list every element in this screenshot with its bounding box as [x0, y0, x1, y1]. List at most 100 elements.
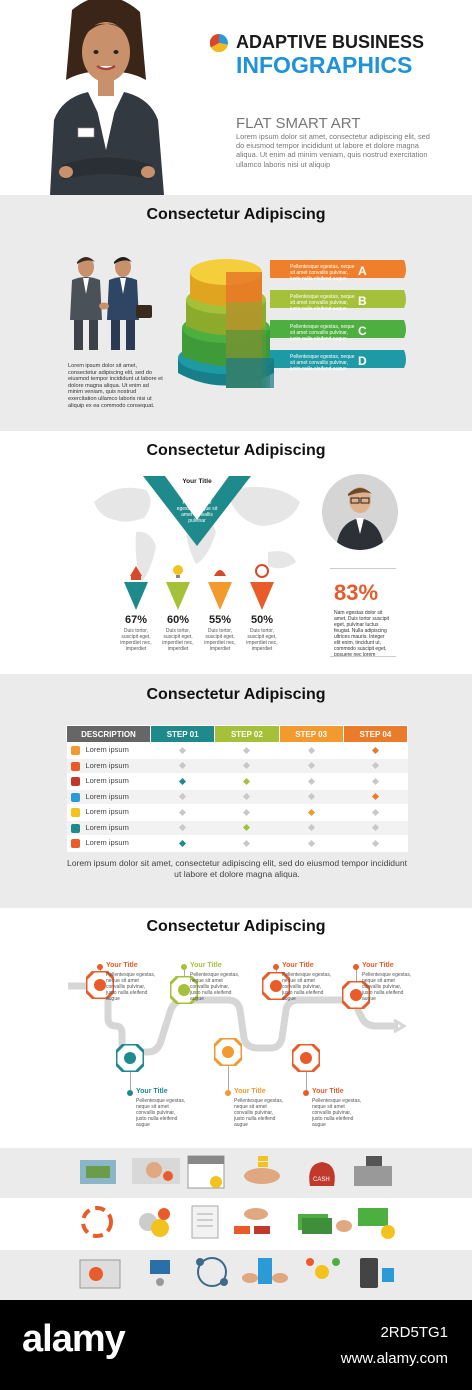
- timeline-node-text: Pellentesque egestas, neque sit amet con…: [312, 1098, 362, 1128]
- stat-2-text: Duis tortor, suscipit eget, imperdiet ne…: [162, 628, 194, 652]
- step-marker: [307, 762, 315, 770]
- gear-network-icon: [196, 1257, 228, 1287]
- stat-1-pct: 67%: [124, 614, 148, 626]
- step-cell: [279, 773, 344, 790]
- divider-bottom: [330, 656, 396, 657]
- footer-url[interactable]: www.alamy.com: [340, 1350, 448, 1367]
- section3-title: Consectetur Adipiscing: [146, 686, 326, 703]
- footer-image-id: 2RD5TG1: [380, 1324, 448, 1341]
- step-cell: [343, 835, 408, 852]
- stat-2-pct: 60%: [166, 614, 190, 626]
- step-marker: [179, 793, 187, 801]
- step-marker: [179, 808, 187, 816]
- stat-4-text: Duis tortor, suscipit eget, imperdiet ne…: [246, 628, 278, 652]
- timeline-connector: [305, 1072, 307, 1094]
- steps-table: DESCRIPTION STEP 01 STEP 02 STEP 03 STEP…: [66, 725, 409, 852]
- row-label: Lorem ipsum: [85, 838, 129, 848]
- step-marker: [307, 824, 315, 832]
- table-row: Lorem ipsum: [66, 789, 408, 805]
- timeline-dot: [225, 1090, 231, 1096]
- band-C-text: Pellentesque egestas, neque sit amet con…: [290, 324, 355, 342]
- timeline-connector: [183, 968, 185, 976]
- cash-bag-icon: CASH: [309, 1162, 335, 1186]
- stat-3-text: Duis tortor, suscipit eget, imperdiet ne…: [204, 628, 236, 652]
- step-cell: [343, 773, 408, 790]
- row-icon: [70, 777, 80, 786]
- row-description-cell: Lorem ipsum: [66, 789, 151, 805]
- step-marker: [307, 793, 315, 801]
- band-A-letter: A: [358, 264, 367, 278]
- band-C-letter: C: [358, 324, 367, 338]
- timeline-connector: [227, 1066, 229, 1094]
- funnel-title: Your Title: [182, 478, 212, 485]
- row-description-cell: Lorem ipsum: [66, 820, 151, 836]
- timeline-node-title: Your Title: [282, 962, 314, 969]
- timeline-node-title: Your Title: [190, 962, 222, 969]
- businesswoman-illustration: [50, 0, 164, 195]
- row-label: Lorem ipsum: [85, 807, 129, 817]
- section1-title: Consectetur Adipiscing: [146, 206, 326, 223]
- businessmen-illustration: [70, 257, 152, 350]
- table-row: Lorem ipsum: [66, 742, 408, 759]
- row-label: Lorem ipsum: [85, 791, 129, 801]
- step-marker: [307, 808, 315, 816]
- timeline-node: [168, 974, 200, 1006]
- step-marker: [243, 793, 251, 801]
- presentation-board-icon: [79, 1259, 121, 1289]
- clock-icon: [84, 969, 116, 1001]
- col-step-02: STEP 02: [214, 725, 280, 743]
- timeline-dot: [303, 1090, 309, 1096]
- row-description-cell: Lorem ipsum: [66, 773, 151, 790]
- step-marker: [371, 824, 379, 832]
- section2-title: Consectetur Adipiscing: [146, 442, 326, 459]
- coin-hand-icon: [244, 1156, 280, 1184]
- timeline-node-text: Pellentesque egestas, neque sit amet con…: [282, 972, 332, 1002]
- row-icon: [70, 823, 80, 833]
- row-icon: [70, 808, 80, 817]
- step-cell: [279, 820, 344, 836]
- timeline-node: [84, 969, 116, 1001]
- row-description-cell: Lorem ipsum: [66, 835, 151, 852]
- header-body: Lorem ipsum dolor sit amet, consectetur …: [236, 132, 430, 169]
- step-cell: [150, 773, 215, 790]
- timeline-connector: [129, 1072, 131, 1094]
- band-A-text: Pellentesque egestas, neque sit amet con…: [290, 264, 355, 282]
- icon-strip: CASH: [79, 1155, 395, 1289]
- timeline-node-title: Your Title: [136, 1088, 168, 1095]
- row-description-cell: Lorem ipsum: [66, 804, 151, 821]
- band-D-letter: D: [358, 354, 367, 368]
- calendar-icon: [187, 1155, 225, 1189]
- row-description-cell: Lorem ipsum: [66, 758, 151, 774]
- header-title-line2: INFOGRAPHICS: [236, 52, 413, 78]
- footer-brand: alamy: [22, 1318, 126, 1360]
- step-cell: [150, 742, 215, 759]
- band-B-text: Pellentesque egestas, neque sit amet con…: [290, 294, 355, 312]
- col-step-01: STEP 01: [149, 725, 216, 743]
- banknote-coins-icon: [358, 1208, 395, 1239]
- step-cell: [214, 742, 279, 759]
- divider-top: [330, 568, 396, 569]
- layered-cylinder-chart: [178, 259, 406, 388]
- step-cell: [279, 835, 344, 852]
- step-cell: [214, 804, 279, 821]
- timeline-node-text: Pellentesque egestas, neque sit amet con…: [190, 972, 240, 1002]
- mini-funnels: [124, 564, 274, 610]
- icon-row-1: [0, 1148, 472, 1198]
- step-cell: [150, 835, 215, 852]
- step-cell: [150, 758, 215, 774]
- timeline-dot: [127, 1090, 133, 1096]
- step-marker: [243, 839, 251, 847]
- step-marker: [307, 839, 315, 847]
- section3-caption: Lorem ipsum dolor sit amet, consectetur …: [66, 858, 408, 879]
- step-marker: [307, 746, 315, 754]
- step-cell: [214, 835, 279, 852]
- step-cell: [150, 789, 215, 805]
- timeline-node: [212, 1036, 244, 1068]
- row-label: Lorem ipsum: [85, 776, 129, 786]
- timeline-node: [114, 1042, 146, 1074]
- step-cell: [214, 789, 279, 805]
- step-marker: [179, 762, 187, 770]
- timeline-node: [260, 970, 292, 1002]
- table-row: Lorem ipsum: [66, 758, 408, 774]
- table-row: Lorem ipsum: [66, 820, 408, 836]
